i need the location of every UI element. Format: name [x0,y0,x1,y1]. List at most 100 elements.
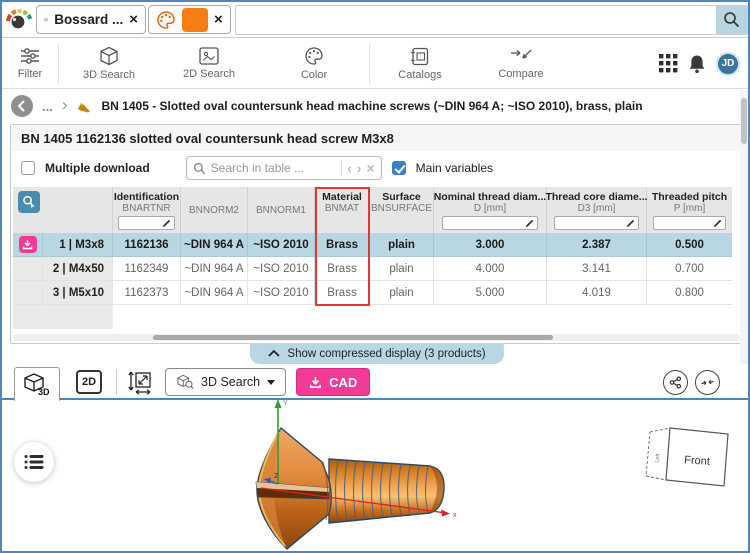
svg-text:3D: 3D [38,387,50,397]
main-toolbar: Filter 3D Search 2D Search Color [2,39,748,89]
breadcrumb: ... › BN 1405 - Slotted oval countersunk… [2,90,742,122]
close-icon[interactable]: × [214,11,223,28]
palette-icon [305,47,323,65]
toolbar-2d-search[interactable]: 2D Search [159,41,259,87]
apps-grid-icon[interactable] [659,54,678,73]
header-select-column [13,187,113,233]
viewer-3d-search-button[interactable]: 3D Search [165,368,287,396]
catalog-icon [411,47,429,65]
cell-core-diameter: 4.019 [547,281,647,305]
breadcrumb-ellipsis[interactable]: ... [42,98,53,114]
column-identification[interactable]: Identification BNARTNR [113,187,181,233]
column-core-diameter[interactable]: Thread core diame... D3 [mm] [545,187,648,233]
column-filter-input[interactable] [653,216,726,230]
table-row[interactable]: 1 | M3x8 1162136 ~DIN 964 A ~ISO 2010 Br… [13,233,739,257]
cell-core-diameter: 3.141 [547,257,647,281]
collapse-icon[interactable] [695,369,720,395]
tab-label: Bossard ... [54,12,124,27]
row-label: 3 | M5x10 [43,281,113,305]
table-horizontal-scrollbar[interactable] [13,334,740,341]
column-surface[interactable]: Surface BNSURFACE [370,187,434,233]
toolbar-right-group: JD [659,51,748,76]
share-icon[interactable] [663,369,688,395]
viewer-3d-search-label: 3D Search [201,375,261,389]
toolbar-label: Compare [498,68,544,80]
scrollbar-thumb[interactable] [741,98,747,144]
global-search-input[interactable] [235,5,716,34]
toolbar-filter[interactable]: Filter [2,41,58,87]
table-filler-row [13,305,739,331]
cell-bnnorm2: ~DIN 964 A [181,281,248,305]
cell-core-diameter: 2.387 [547,233,647,257]
tab-bossard[interactable]: Bossard ... × [36,5,146,34]
table-search-input[interactable] [210,161,337,175]
search-nav-divider [341,160,343,176]
image-icon [199,47,219,65]
download-icon[interactable] [18,236,37,253]
cube-front-label: Front [684,454,710,468]
cell-bnnorm2: ~DIN 964 A [181,257,248,281]
search-icon [193,162,205,174]
variants-table: Identification BNARTNR BNNORM2 BNNORM1 M… [13,187,739,331]
cube-search-icon [177,374,194,389]
measure-icon[interactable] [127,369,153,395]
global-search [234,4,748,35]
show-compressed-button[interactable]: Show compressed display (3 products) [249,343,504,364]
column-pitch[interactable]: Threaded pitch P [mm] [647,187,732,233]
column-nominal-diameter[interactable]: Nominal thread diam... D [mm] [434,187,547,233]
viewer-menu-button[interactable] [14,442,54,482]
toolbar-compare[interactable]: Compare [470,41,572,87]
bell-icon[interactable] [688,54,706,74]
next-match-icon[interactable]: › [356,160,362,176]
orientation-cube[interactable]: Front Left [640,414,735,499]
pencil-icon [713,219,721,227]
cell-bnartnr: 1162373 [113,281,181,305]
column-bnnorm1[interactable]: BNNORM1 [248,187,315,233]
table-controls: Multiple download ‹ › × Main variables [11,151,742,185]
prev-match-icon[interactable]: ‹ [347,160,352,176]
cube-side-label: Left [654,453,662,464]
scrollbar-thumb[interactable] [153,335,553,340]
table-row[interactable]: 2 | M4x50 1162349 ~DIN 964 A ~ISO 2010 B… [13,257,739,281]
multiple-download-checkbox[interactable] [21,161,35,175]
close-icon[interactable]: × [129,11,138,28]
cell-nominal-diameter: 4.000 [434,257,547,281]
toolbar-3d-search[interactable]: 3D Search [59,41,159,87]
viewer-panel: 3D 2D 3D Search [2,366,748,551]
toolbar-catalogs[interactable]: Catalogs [370,41,470,87]
table-header-row: Identification BNARTNR BNNORM2 BNNORM1 M… [13,187,739,233]
search-button[interactable] [716,5,747,34]
table-search: ‹ › × [185,156,382,180]
cell-pitch: 0.500 [647,233,732,257]
page-vertical-scrollbar[interactable] [740,90,748,364]
back-icon [18,100,25,112]
column-filter-input[interactable] [118,216,175,230]
back-button[interactable] [11,95,33,117]
toolbar-color[interactable]: Color [259,41,369,87]
viewport-3d[interactable]: Y x Z Front Left [2,399,748,550]
breadcrumb-title[interactable]: BN 1405 - Slotted oval countersunk head … [101,99,643,113]
column-bnnorm2[interactable]: BNNORM2 [181,187,248,233]
avatar[interactable]: JD [716,51,740,76]
cell-material: Brass [315,281,370,305]
clear-search-icon[interactable]: × [366,160,375,176]
screw-3d-model[interactable]: Y x Z [234,396,464,553]
column-filter-input[interactable] [442,216,538,230]
cube-icon [100,46,118,66]
tab-2d[interactable]: 2D [76,370,102,394]
main-variables-checkbox[interactable] [391,161,406,175]
list-icon [24,455,44,469]
column-material[interactable]: Material BNMAT [315,187,370,233]
select-search-icon[interactable] [18,191,40,213]
cad-download-button[interactable]: CAD [296,368,371,396]
tab-3d[interactable]: 3D [14,367,60,401]
palette-icon [157,10,175,29]
cell-bnartnr: 1162136 [113,233,181,257]
column-filter-input[interactable] [554,216,639,230]
cell-nominal-diameter: 5.000 [434,281,547,305]
table-row[interactable]: 3 | M5x10 1162373 ~DIN 964 A ~ISO 2010 B… [13,281,739,305]
chevron-right-icon: › [61,95,68,114]
tab-color[interactable]: × [148,5,231,34]
chevron-down-icon [267,379,276,385]
